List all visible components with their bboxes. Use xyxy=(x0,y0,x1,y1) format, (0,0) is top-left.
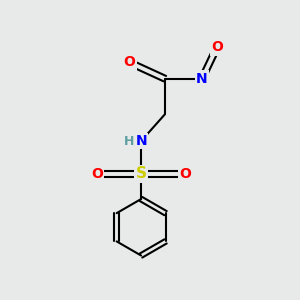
Text: O: O xyxy=(179,167,191,181)
Text: O: O xyxy=(211,40,223,55)
Text: S: S xyxy=(136,166,147,181)
Text: N: N xyxy=(196,72,208,86)
Text: H: H xyxy=(123,135,134,148)
Text: N: N xyxy=(135,134,147,148)
Text: O: O xyxy=(91,167,103,181)
Text: O: O xyxy=(123,55,135,69)
